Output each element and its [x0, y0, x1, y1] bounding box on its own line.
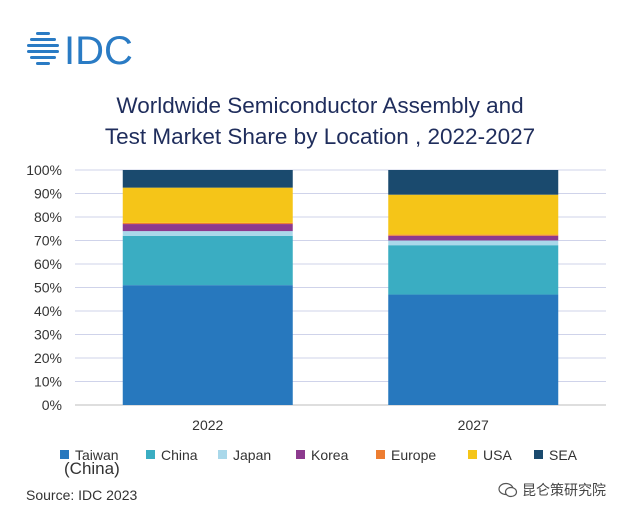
bar-segment-taiwan-china [122, 285, 293, 405]
legend-label: Japan [233, 447, 272, 463]
idc-logo-text: IDC [64, 29, 133, 70]
y-tick-label: 0% [42, 397, 62, 413]
y-tick-label: 90% [34, 186, 62, 202]
legend-label: USA [483, 447, 512, 463]
idc-logo: IDC [27, 29, 133, 70]
legend-sub-label: (China) [64, 459, 120, 478]
y-tick-label: 30% [34, 327, 62, 343]
legend-swatch [376, 450, 385, 459]
bar-segment-usa [122, 187, 293, 223]
x-category-label: 2022 [192, 417, 223, 433]
watermark: 昆仑策研究院 [498, 478, 606, 502]
legend-item: Japan [218, 447, 271, 463]
legend-swatch [218, 450, 227, 459]
wechat-icon [498, 482, 518, 498]
y-tick-label: 20% [34, 350, 62, 366]
bar-segment-japan [388, 240, 559, 246]
legend-item: Korea [296, 447, 348, 463]
legend-swatch [296, 450, 305, 459]
y-tick-label: 80% [34, 209, 62, 225]
bar-segment-usa [388, 194, 559, 235]
y-tick-label: 50% [34, 280, 62, 296]
bar-segment-europe [122, 222, 293, 225]
bar-segment-sea [122, 170, 293, 188]
watermark-text: 昆仑策研究院 [522, 482, 606, 498]
chart-title-line-1: Worldwide Semiconductor Assembly and [116, 93, 524, 118]
source-note: Source: IDC 2023 [26, 487, 138, 503]
legend: Taiwan China Japan Korea Europe USA SEA [20, 447, 620, 467]
bar-segment-china [122, 235, 293, 286]
bar-segment-taiwan-china [388, 294, 559, 405]
chart-title: Worldwide Semiconductor Assembly and Tes… [0, 90, 640, 152]
legend-label: Taiwan [75, 447, 119, 463]
chart-title-line-2: Test Market Share by Location , 2022-202… [104, 124, 536, 149]
legend-item: China [146, 447, 198, 463]
bar-segment-korea [388, 235, 559, 241]
legend-item: SEA [534, 447, 577, 463]
bar-segment-sea [388, 170, 559, 195]
bar-segment-europe [388, 234, 559, 236]
bar-segment-japan [122, 231, 293, 236]
legend-label: Korea [311, 447, 349, 463]
legend-swatch [468, 450, 477, 459]
y-tick-label: 10% [34, 374, 62, 390]
legend-label: SEA [549, 447, 578, 463]
y-tick-label: 70% [34, 233, 62, 249]
x-category-label: 2027 [458, 417, 489, 433]
legend-swatch [146, 450, 155, 459]
legend-item: Taiwan [60, 447, 119, 463]
legend-item: USA [468, 447, 512, 463]
bar-segment-korea [122, 224, 293, 232]
legend-label: Europe [391, 447, 437, 463]
y-tick-label: 100% [26, 162, 62, 178]
legend-item: Europe [376, 447, 436, 463]
legend-label: China [161, 447, 198, 463]
legend-swatch [534, 450, 543, 459]
y-tick-label: 40% [34, 303, 62, 319]
legend-swatch [60, 450, 69, 459]
bar-segment-china [388, 245, 559, 295]
y-tick-label: 60% [34, 256, 62, 272]
